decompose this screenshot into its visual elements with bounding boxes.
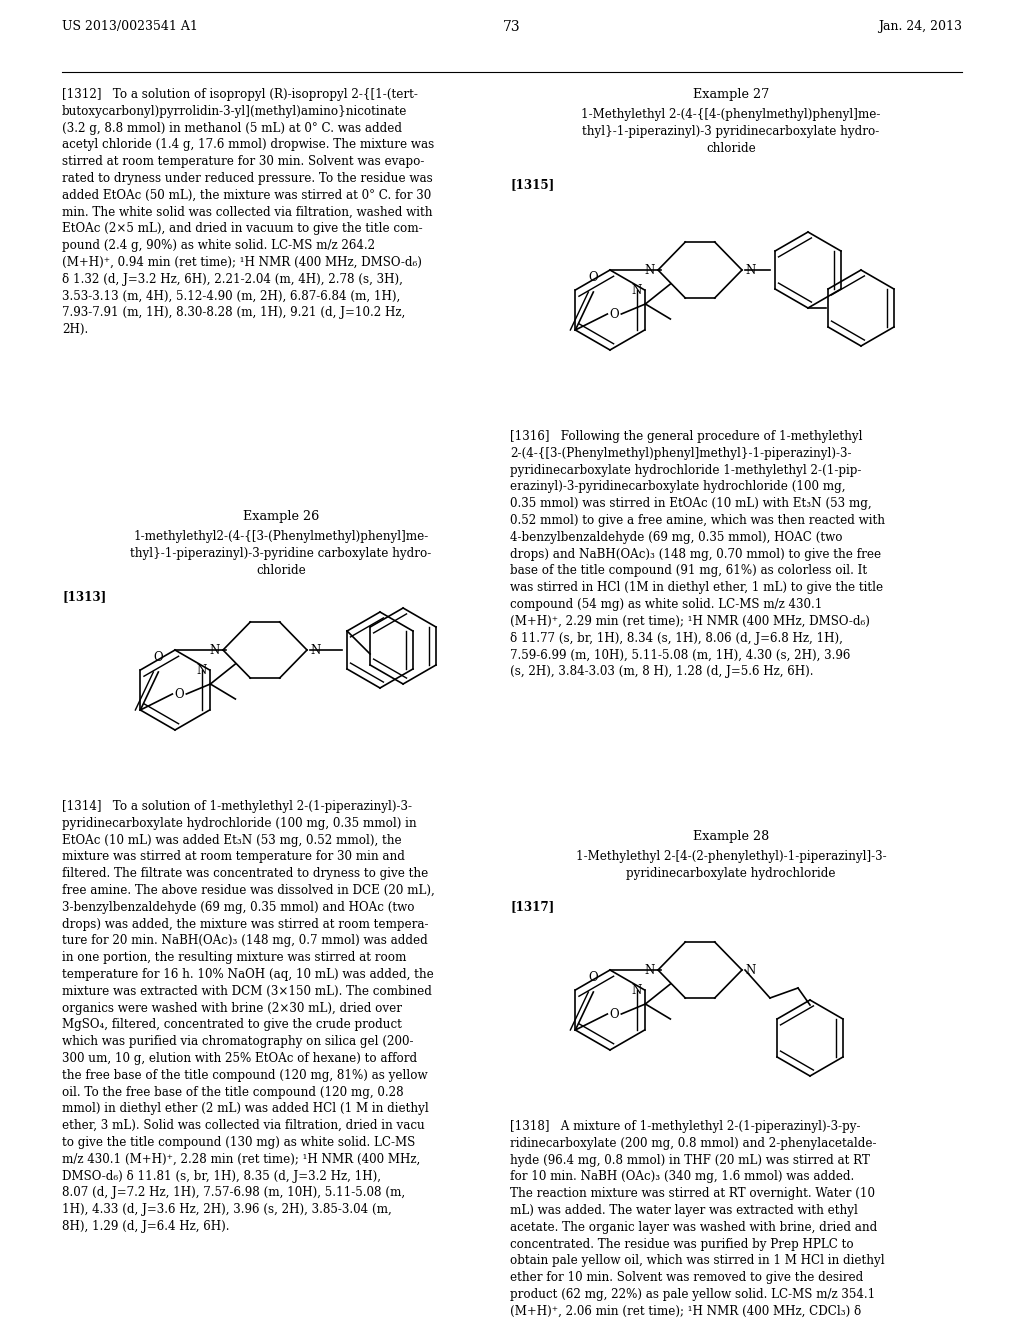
Text: N: N (745, 264, 756, 276)
Text: O: O (589, 271, 598, 284)
Text: [1317]: [1317] (510, 900, 554, 913)
Text: O: O (609, 308, 618, 321)
Text: [1318]   A mixture of 1-methylethyl 2-(1-piperazinyl)-3-py-
ridinecarboxylate (2: [1318] A mixture of 1-methylethyl 2-(1-p… (510, 1119, 885, 1317)
Text: N: N (645, 964, 655, 977)
Text: 1-Methylethyl 2-[4-(2-phenylethyl)-1-piperazinyl]-3-
pyridinecarboxylate hydroch: 1-Methylethyl 2-[4-(2-phenylethyl)-1-pip… (575, 850, 887, 880)
Text: Example 27: Example 27 (693, 88, 769, 102)
Text: N: N (632, 983, 642, 997)
Text: Example 28: Example 28 (693, 830, 769, 843)
Text: [1312]   To a solution of isopropyl (R)-isopropyl 2-{[1-(tert-
butoxycarbonyl)py: [1312] To a solution of isopropyl (R)-is… (62, 88, 434, 337)
Text: Jan. 24, 2013: Jan. 24, 2013 (878, 20, 962, 33)
Text: 1-methylethyl2-(4-{[3-(Phenylmethyl)phenyl]me-
thyl}-1-piperazinyl)-3-pyridine c: 1-methylethyl2-(4-{[3-(Phenylmethyl)phen… (130, 531, 432, 577)
Text: N: N (645, 264, 655, 276)
Text: O: O (154, 651, 163, 664)
Text: O: O (609, 1007, 618, 1020)
Text: N: N (745, 964, 756, 977)
Text: Example 26: Example 26 (243, 510, 319, 523)
Text: N: N (210, 644, 220, 656)
Text: 1-Methylethyl 2-(4-{[4-(phenylmethyl)phenyl]me-
thyl}-1-piperazinyl)-3 pyridinec: 1-Methylethyl 2-(4-{[4-(phenylmethyl)phe… (582, 108, 881, 154)
Text: [1315]: [1315] (510, 178, 554, 191)
Text: O: O (589, 972, 598, 983)
Text: [1314]   To a solution of 1-methylethyl 2-(1-piperazinyl)-3-
pyridinecarboxylate: [1314] To a solution of 1-methylethyl 2-… (62, 800, 435, 1233)
Text: N: N (310, 644, 321, 656)
Text: [1313]: [1313] (62, 590, 106, 603)
Text: N: N (197, 664, 207, 676)
Text: US 2013/0023541 A1: US 2013/0023541 A1 (62, 20, 198, 33)
Text: [1316]   Following the general procedure of 1-methylethyl
2-(4-{[3-(Phenylmethyl: [1316] Following the general procedure o… (510, 430, 885, 678)
Text: O: O (174, 688, 184, 701)
Text: N: N (632, 284, 642, 297)
Text: 73: 73 (503, 20, 521, 34)
